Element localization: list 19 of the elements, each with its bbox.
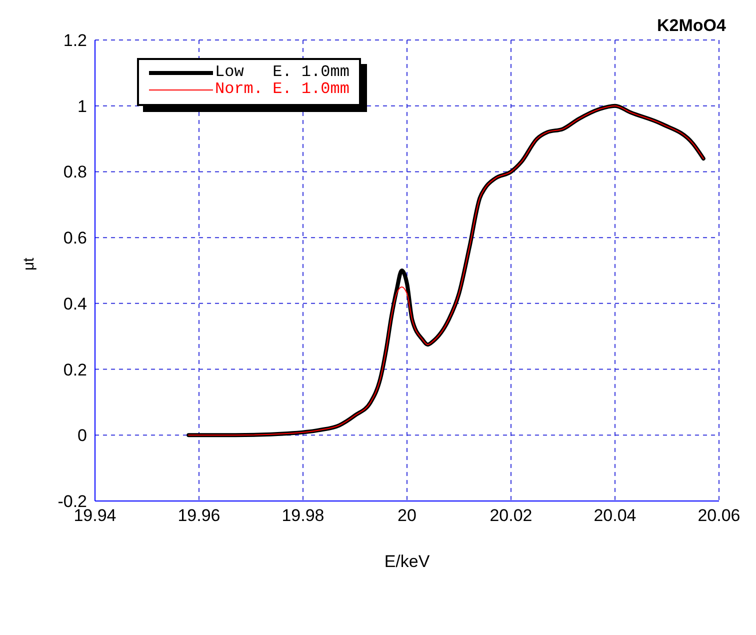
y-tick-label: 0.2 [63, 360, 87, 380]
x-axis-title: E/keV [384, 552, 430, 571]
x-tick-label: 20.06 [698, 506, 740, 526]
x-tick-label: 20.04 [594, 506, 636, 526]
legend-label: Norm. E. 1.0mm [215, 80, 350, 98]
y-tick-label: 0.8 [63, 162, 87, 182]
y-tick-label: 1.2 [63, 31, 87, 50]
y-tick-label: 0.6 [63, 228, 87, 248]
x-tick-label: 19.98 [282, 506, 324, 526]
legend-label: Low E. 1.0mm [215, 63, 350, 81]
y-tick-label: 1 [78, 96, 87, 116]
x-tick-label: 20.02 [490, 506, 532, 526]
chart-title: K2MoO4 [657, 16, 726, 36]
y-axis-title: μt [20, 256, 38, 270]
x-tick-label: 19.96 [178, 506, 220, 526]
y-tick-label: 0 [78, 426, 87, 446]
x-tick-label: 20 [398, 506, 416, 526]
y-tick-label: 0.4 [63, 294, 87, 314]
x-tick-label: 19.94 [74, 506, 116, 526]
